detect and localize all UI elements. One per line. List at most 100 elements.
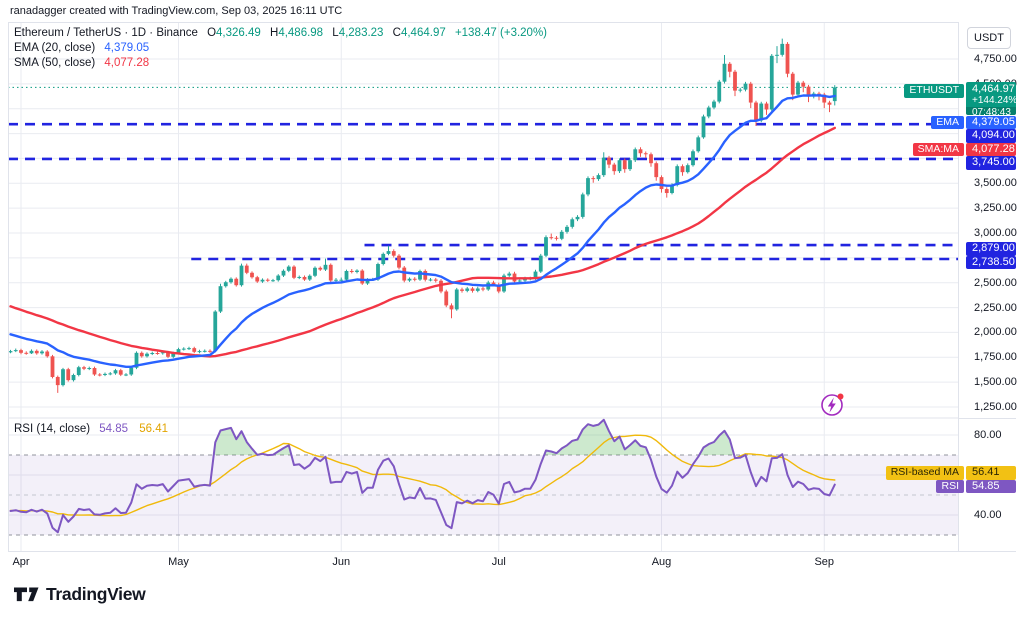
candle-body <box>617 160 622 172</box>
candle-body <box>213 311 218 352</box>
month-label: Jun <box>332 556 351 568</box>
month-label: May <box>168 556 189 568</box>
candle-body <box>250 272 254 278</box>
candle-body <box>155 353 160 355</box>
candle-body <box>785 43 790 74</box>
candle-body <box>449 305 454 310</box>
candle-body <box>29 350 34 354</box>
candle-body <box>670 185 674 194</box>
candle-body <box>696 137 701 152</box>
candle-body <box>454 289 459 310</box>
candle-body <box>391 251 396 256</box>
close-value: 4,464.97 <box>400 27 446 39</box>
rsi-ma-line[interactable] <box>9 434 836 517</box>
candle-body <box>92 368 97 375</box>
candle-body <box>239 265 244 286</box>
rsi-ma-tag: RSI-based MA <box>885 466 964 480</box>
legend-symbol-row[interactable]: Ethereum / TetherUS · 1D · Binance O4,32… <box>14 26 547 40</box>
price-tick-label: 2,250.00 <box>974 301 1017 314</box>
candle-body <box>622 160 627 170</box>
candle-body <box>223 282 228 287</box>
sma50-line[interactable] <box>9 126 836 358</box>
candle-body <box>475 288 480 291</box>
candle-body <box>460 289 464 291</box>
price-tick-label: 3,000.00 <box>974 227 1017 239</box>
candle-body <box>118 370 123 375</box>
candle-body <box>701 116 706 138</box>
candle-body <box>607 157 611 165</box>
candle-body <box>365 279 370 284</box>
candle-body <box>649 154 653 164</box>
candle-body <box>97 374 102 376</box>
close-label: C <box>392 27 401 39</box>
candle-body <box>491 282 496 285</box>
candle-body <box>418 270 422 280</box>
tradingview-logo[interactable]: TradingView <box>14 584 146 605</box>
sma-legend-row[interactable]: SMA (50, close) 4,077.28 <box>14 56 547 70</box>
candlesticks <box>8 38 837 393</box>
candle-body <box>139 352 144 357</box>
rsi-band <box>8 454 958 536</box>
candle-body <box>323 264 328 270</box>
candle-body <box>40 351 44 354</box>
candle-body <box>181 348 186 350</box>
candle-body <box>570 219 575 227</box>
candle-body <box>397 255 401 268</box>
candle-body <box>202 350 207 352</box>
price-tick-label: 40.00 <box>974 509 1002 521</box>
candle-body <box>260 279 265 282</box>
candle-body <box>276 275 281 281</box>
usdt-button[interactable]: USDT <box>967 27 1011 49</box>
candle-body <box>643 153 648 155</box>
candle-body <box>575 216 580 220</box>
low-label: L <box>332 27 339 39</box>
candle-body <box>265 279 270 281</box>
candle-body <box>234 278 239 286</box>
legend: Ethereum / TetherUS · 1D · Binance O4,32… <box>14 26 547 71</box>
candle-body <box>675 166 680 186</box>
sma-price-label: 4,077.28 <box>966 142 1016 156</box>
candle-body <box>103 373 107 375</box>
candle-body <box>166 352 170 357</box>
candle-body <box>160 352 165 354</box>
candle-body <box>790 73 795 95</box>
high-value: 4,486.98 <box>278 27 324 39</box>
candle-body <box>586 178 590 195</box>
candle-body <box>229 278 233 283</box>
price-scale[interactable]: USDT 4,750.004,500.003,500.003,250.003,0… <box>958 22 1017 551</box>
open-value: 4,326.49 <box>216 27 261 39</box>
price-tick-label: 2,500.00 <box>974 276 1017 289</box>
brand-text: TradingView <box>46 584 146 604</box>
rsi-line[interactable] <box>9 418 836 534</box>
candle-body <box>286 266 291 271</box>
ema-price-label: 4,379.05 <box>966 115 1016 129</box>
price-tick-label: 1,500.00 <box>974 376 1017 389</box>
candle-body <box>544 237 548 256</box>
lightning-icon[interactable] <box>821 393 844 416</box>
candle-body <box>523 278 527 281</box>
candle-body <box>664 189 669 194</box>
candle-body <box>292 266 296 278</box>
ema-tag: EMA <box>931 115 964 129</box>
ethusdt-tag: ETHUSDT <box>904 84 964 98</box>
candle-body <box>313 267 317 276</box>
candle-body <box>628 160 632 170</box>
chart-canvas[interactable] <box>8 22 1016 571</box>
rsi-ma-legend-value: 56.41 <box>139 423 169 435</box>
candle-body <box>407 278 412 281</box>
candle-body <box>738 89 743 91</box>
change-value: +138.47 (+3.20%) <box>454 27 548 39</box>
rsi-legend-row[interactable]: RSI (14, close) 54.85 56.41 <box>14 423 168 435</box>
candle-body <box>271 280 275 282</box>
candle-body <box>82 367 86 369</box>
candle-body <box>775 54 779 56</box>
candle-body <box>554 237 559 239</box>
time-axis[interactable]: Apr May Jun Jul Aug Sep <box>8 551 1016 571</box>
ema20-line[interactable] <box>9 94 836 368</box>
candle-body <box>129 367 134 375</box>
candle-body <box>402 267 407 281</box>
candle-body <box>218 286 223 312</box>
ema-legend-row[interactable]: EMA (20, close) 4,379.05 <box>14 41 547 55</box>
level-price-label: 4,094.00 <box>966 129 1016 143</box>
candle-body <box>360 270 365 284</box>
